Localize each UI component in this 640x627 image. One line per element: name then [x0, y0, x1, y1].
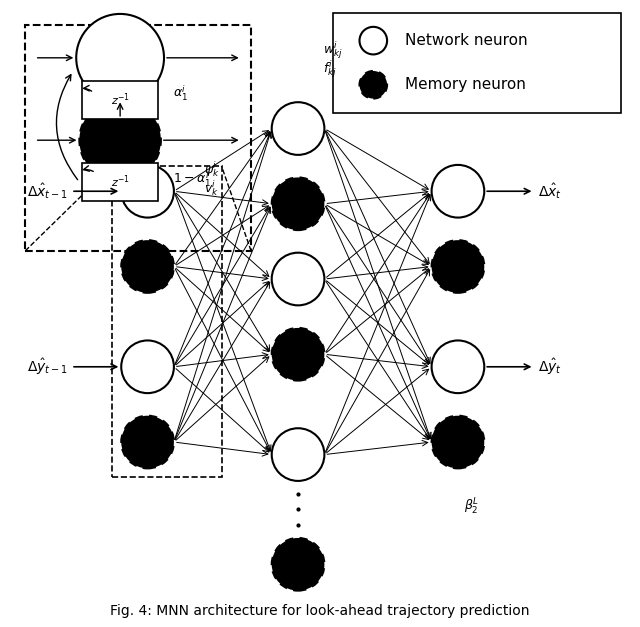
Text: $\Delta\hat{y}_t$: $\Delta\hat{y}_t$ [538, 357, 561, 377]
Text: $1 - \alpha_1^i$: $1 - \alpha_1^i$ [173, 169, 212, 189]
FancyBboxPatch shape [83, 163, 157, 201]
Circle shape [431, 416, 484, 468]
Circle shape [360, 27, 387, 55]
FancyBboxPatch shape [26, 25, 251, 251]
Circle shape [121, 165, 174, 218]
Text: $\Delta\hat{y}_{t-1}$: $\Delta\hat{y}_{t-1}$ [27, 357, 68, 377]
Circle shape [76, 14, 164, 102]
FancyBboxPatch shape [333, 13, 621, 113]
Text: $z^{-1}$: $z^{-1}$ [111, 174, 130, 190]
Circle shape [272, 253, 324, 305]
Text: $v_k^i$: $v_k^i$ [204, 178, 219, 198]
Text: Network neuron: Network neuron [404, 33, 527, 48]
Text: $\psi_k^i$: $\psi_k^i$ [204, 159, 220, 179]
Circle shape [121, 416, 174, 468]
Text: $\Delta\hat{x}_t$: $\Delta\hat{x}_t$ [538, 181, 561, 201]
Text: $z^{-1}$: $z^{-1}$ [111, 92, 130, 108]
Text: $w_{kj}^i$: $w_{kj}^i$ [323, 40, 343, 61]
Text: $f_{kj}^i$: $f_{kj}^i$ [323, 59, 337, 80]
Circle shape [272, 428, 324, 481]
Circle shape [431, 240, 484, 293]
Circle shape [360, 71, 387, 98]
Circle shape [272, 102, 324, 155]
Text: $\Delta\hat{x}_{t-1}$: $\Delta\hat{x}_{t-1}$ [27, 181, 68, 201]
FancyBboxPatch shape [83, 82, 157, 119]
Text: Fig. 4: MNN architecture for look-ahead trajectory prediction: Fig. 4: MNN architecture for look-ahead … [110, 604, 530, 618]
Circle shape [79, 100, 161, 181]
Circle shape [431, 340, 484, 393]
Circle shape [431, 165, 484, 218]
Circle shape [272, 538, 324, 591]
Circle shape [272, 328, 324, 381]
Circle shape [272, 177, 324, 230]
Text: $\alpha_1^i$: $\alpha_1^i$ [173, 84, 188, 103]
Text: Memory neuron: Memory neuron [404, 77, 525, 92]
Text: $\beta_2^L$: $\beta_2^L$ [464, 497, 479, 517]
Circle shape [121, 240, 174, 293]
Circle shape [121, 340, 174, 393]
